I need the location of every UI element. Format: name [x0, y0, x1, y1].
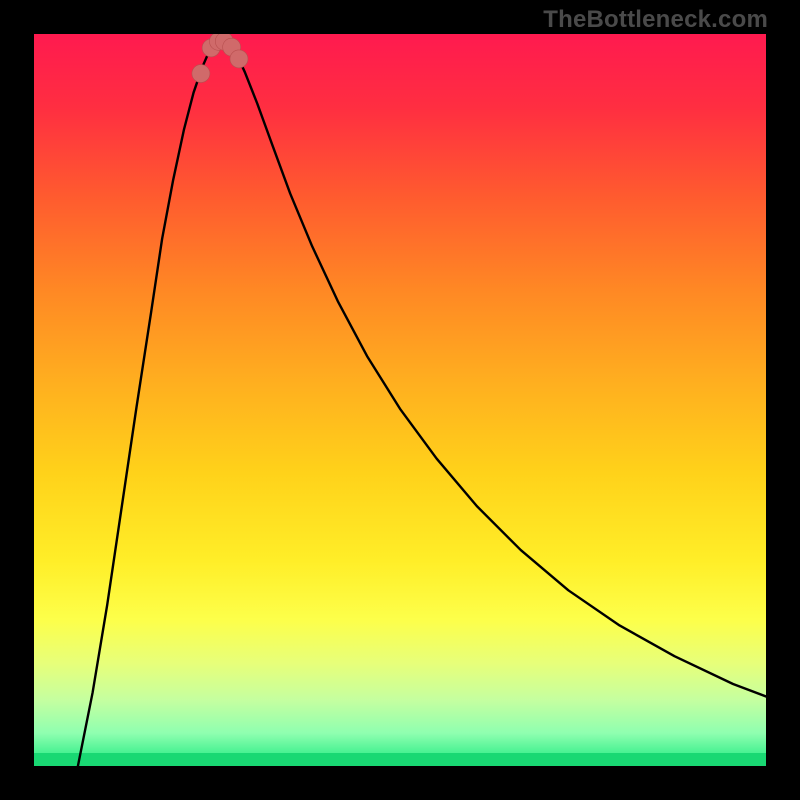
- data-marker: [192, 65, 210, 83]
- bottleneck-curve: [78, 40, 766, 766]
- chart-overlay-svg: [34, 34, 766, 766]
- plot-area: [34, 34, 766, 766]
- data-marker: [230, 50, 248, 68]
- data-markers: [192, 34, 248, 83]
- chart-stage: TheBottleneck.com: [0, 0, 800, 800]
- watermark-text: TheBottleneck.com: [543, 6, 768, 34]
